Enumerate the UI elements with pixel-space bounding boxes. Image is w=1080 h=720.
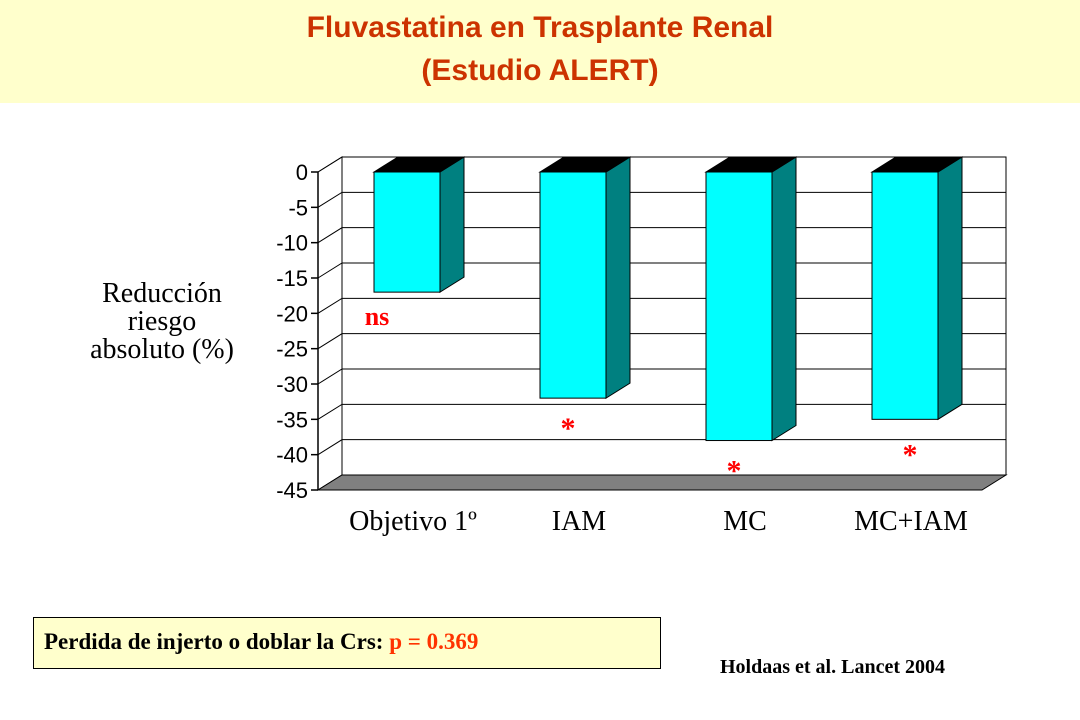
page-title: Fluvastatina en Trasplante Renal	[306, 11, 774, 44]
bar	[704, 156, 798, 442]
bar-side	[937, 156, 963, 421]
note-text: Perdida de injerto o doblar la Crs: p = …	[44, 629, 478, 655]
title-band: Fluvastatina en Trasplante Renal (Estudi…	[0, 0, 1080, 103]
bar-top	[870, 156, 964, 173]
x-tick-label: MC+IAM	[854, 506, 968, 537]
y-axis-label: Reducción riesgo absoluto (%)	[62, 280, 262, 364]
note-label: Perdida de injerto o doblar la Crs:	[44, 629, 384, 654]
bar	[538, 156, 632, 400]
y-tick-label: -25	[276, 337, 308, 362]
plot-floor	[316, 474, 1008, 491]
y-tick-label: -35	[276, 407, 308, 432]
bar-top	[372, 156, 466, 173]
y-axis: 0 -5 -10 -15 -20 -25 -30 -35 -40 -45	[276, 160, 319, 503]
y-axis-label-line: Reducción	[102, 278, 222, 309]
citation: Holdaas et al. Lancet 2004	[720, 656, 945, 678]
bar-front	[539, 171, 607, 399]
bars	[372, 156, 964, 442]
significance-label: *	[903, 438, 918, 471]
bar	[372, 156, 466, 294]
bar-side	[605, 156, 631, 400]
y-tick-label: -40	[276, 443, 308, 468]
x-tick-label: MC	[723, 506, 767, 537]
bar-front	[373, 171, 441, 293]
y-tick-label: -10	[276, 231, 308, 256]
x-tick-label: Objetivo 1º	[349, 506, 477, 537]
significance-label: ns	[365, 302, 390, 331]
y-axis-label-line: riesgo	[127, 306, 197, 337]
labels: Objetivo 1º ns IAM * MC * MC+IAM *	[349, 302, 968, 537]
plot-side-wall	[317, 156, 343, 491]
y-tick-label: 0	[296, 160, 308, 185]
y-tick-label: -5	[288, 195, 308, 220]
y-tick-label: -45	[276, 478, 308, 503]
y-tick-label: -20	[276, 301, 308, 326]
note-box: Perdida de injerto o doblar la Crs: p = …	[33, 617, 661, 669]
note-p-value: p = 0.369	[389, 629, 479, 654]
significance-label: *	[727, 455, 742, 488]
significance-label: *	[561, 412, 576, 445]
page-subtitle: (Estudio ALERT)	[421, 54, 659, 87]
bar-front	[705, 171, 773, 442]
bar-side	[771, 156, 797, 442]
y-tick-label: -15	[276, 266, 308, 291]
bar-top	[704, 156, 798, 173]
bar	[870, 156, 964, 421]
bar-side	[439, 156, 465, 294]
bar-top	[538, 156, 632, 173]
gridline	[317, 439, 1006, 456]
x-tick-label: IAM	[552, 506, 607, 537]
bar-front	[871, 171, 939, 420]
y-axis-label-line: absoluto (%)	[90, 334, 234, 365]
y-tick-label: -30	[276, 372, 308, 397]
